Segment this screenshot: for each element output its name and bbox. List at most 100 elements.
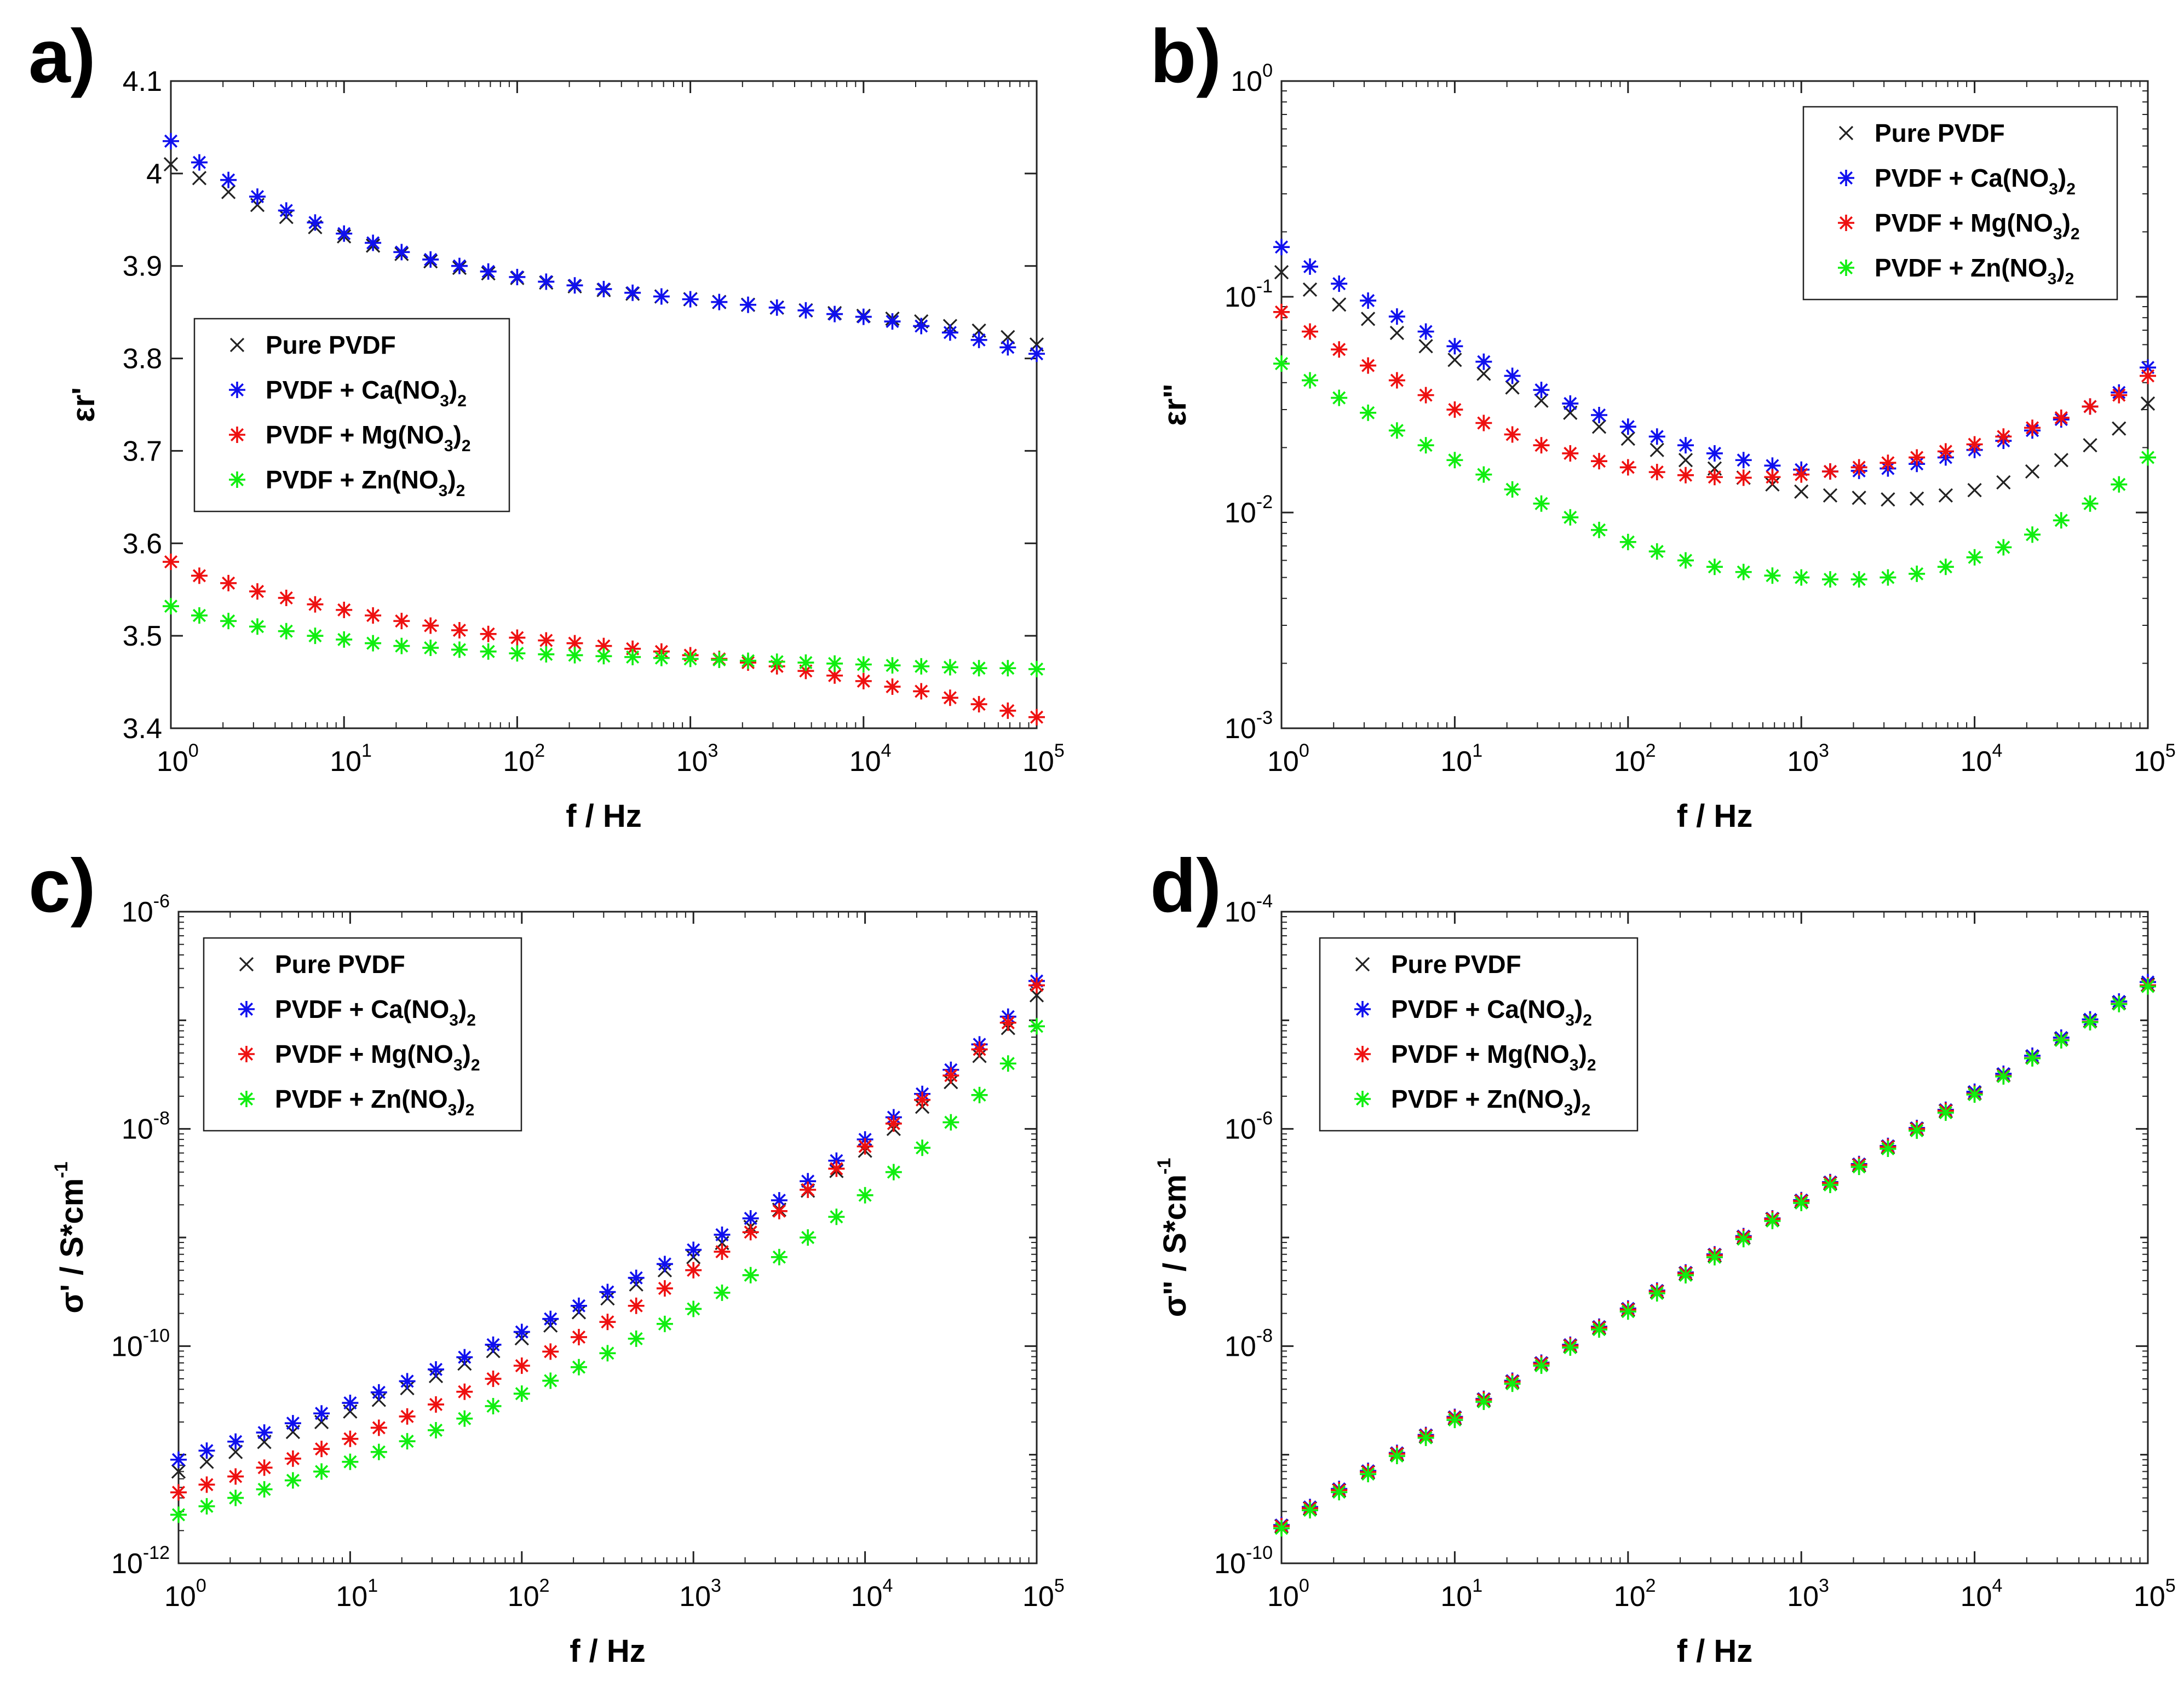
data-point [170,1451,187,1468]
data-point [163,157,179,172]
x-tick-label: 100 [164,1575,206,1613]
data-point [428,1396,445,1413]
y-tick-label: 10-3 [1225,707,1273,745]
data-point [1331,389,1348,406]
x-tick-label: 102 [1614,740,1656,778]
data-point [714,1284,731,1301]
data-point [1821,571,1838,588]
data-point [800,1181,817,1198]
data-point [307,628,324,644]
panel-letter: b) [1150,14,1221,99]
data-point [480,625,497,642]
data-point [1533,437,1550,454]
data-point [538,632,555,649]
data-point [1562,445,1579,462]
data-point [884,678,901,695]
data-point [2140,396,2156,411]
data-point [227,1489,244,1506]
legend-entry-label: Pure PVDF [266,331,396,359]
data-point [1475,466,1492,483]
data-point [914,1139,931,1156]
data-point [1591,406,1608,423]
data-point [857,1187,873,1204]
data-point [1967,482,1982,498]
data-point [970,696,987,713]
data-point [1764,457,1781,474]
x-tick-label: 104 [1961,1575,2003,1613]
data-point [1028,977,1045,994]
data-point [914,1091,931,1108]
data-point [1533,495,1550,512]
data-point [595,280,612,297]
data-point [336,631,353,648]
data-point [163,598,179,615]
data-point [685,1300,702,1317]
data-point [365,234,382,251]
y-tick-label: 3.9 [123,251,162,283]
data-point [1591,1321,1608,1338]
data-point [198,1476,215,1493]
data-point [1504,481,1521,498]
data-point [513,1357,530,1374]
data-point [653,649,670,666]
data-point [1850,1159,1867,1176]
data-point [192,171,207,186]
data-point [191,607,208,624]
data-point [1417,1429,1434,1446]
data-point [278,202,295,219]
data-point [428,1421,445,1438]
x-tick-label: 103 [1787,740,1829,778]
x-axis: 100 101 102 103 104 105 [157,81,1065,778]
data-point [1880,454,1896,471]
data-point [2082,1014,2099,1031]
data-point [1417,323,1434,340]
y-tick-label: 3.8 [123,343,162,375]
data-point [1677,467,1694,484]
data-point [428,1361,445,1378]
data-point [855,656,872,673]
y-axis: 10-12 10-10 10-8 10-6 [111,891,1037,1580]
data-point [628,1297,645,1314]
data-point [711,293,728,310]
data-point [1417,387,1434,404]
data-point [336,601,353,618]
data-point [278,589,295,606]
data-point [399,1408,416,1425]
x-tick-label: 102 [503,740,545,778]
legend-entry-label: PVDF + Mg(NO3)2 [1875,209,2080,243]
data-point [1619,459,1636,476]
data-point [1332,297,1347,312]
data-point [1619,533,1636,550]
data-point [711,652,728,669]
data-point [2053,512,2070,529]
data-point [542,1372,559,1389]
data-point [1909,1122,1926,1139]
data-point [1995,428,2012,445]
data-point [342,1453,359,1470]
legend-marker [238,1046,255,1062]
data-point [999,1014,1016,1031]
data-point [170,1506,187,1523]
data-point [1995,539,2012,556]
legend-marker [1354,1046,1371,1062]
legend-box [1802,106,2118,301]
data-point [1475,415,1492,431]
data-point [1677,437,1694,454]
data-point [1475,353,1492,370]
data-point [284,1450,301,1467]
data-point [941,324,958,341]
legend-entry-label: PVDF + Zn(NO3)2 [1875,254,2074,288]
x-axis-label: f / Hz [570,1633,646,1669]
legend-marker [229,471,245,488]
data-point [1880,1140,1896,1157]
data-point [2140,449,2156,466]
data-point [1028,1018,1045,1035]
legend-entry-label: PVDF + Zn(NO3)2 [266,465,465,500]
data-point [1360,404,1377,421]
data-point [422,251,439,268]
data-point [1302,372,1319,389]
series-2 [163,133,1045,362]
legend-marker [229,427,245,443]
data-point [624,284,641,301]
